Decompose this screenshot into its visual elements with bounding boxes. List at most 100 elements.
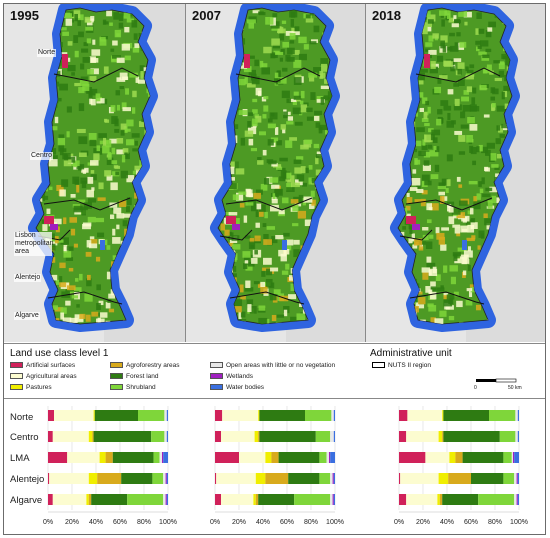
nuts-boundary: [47, 291, 123, 305]
map-panel-2007: 2007: [186, 4, 366, 342]
bar-segment-1995-LMA-2: [99, 452, 106, 463]
bar-segment-2007-Algarve-5: [294, 494, 331, 505]
bar-segment-1995-Centro-8: [166, 431, 168, 442]
bar-segment-1995-LMA-0: [48, 452, 68, 463]
legend-label-1: Agricultural areas: [26, 373, 77, 380]
bar-segment-2018-Alentejo-8: [517, 473, 519, 484]
bar-segment-2018-LMA-0: [399, 452, 426, 463]
bar-segment-2018-Centro-2: [438, 431, 443, 442]
bar-segment-2007-LMA-6: [326, 452, 329, 463]
bar-segment-1995-Algarve-0: [48, 494, 53, 505]
bar-segment-2007-Norte-5: [305, 410, 332, 421]
x-tick-label: 20%: [65, 519, 79, 526]
legend-swatch-1: [10, 373, 23, 379]
bar-segment-1995-Norte-5: [138, 410, 165, 421]
bar-segment-2018-Centro-1: [406, 431, 439, 442]
nuts-boundary: [219, 229, 253, 241]
bar-segment-2018-Centro-3: [442, 431, 444, 442]
bar-segment-2007-LMA-7: [329, 452, 331, 463]
bar-segment-1995-LMA-5: [153, 452, 160, 463]
nuts-boundary: [53, 67, 139, 83]
bar-segment-2018-Centro-6: [515, 431, 518, 442]
bar-segment-2007-LMA-3: [271, 452, 279, 463]
bar-segment-1995-Algarve-5: [127, 494, 164, 505]
bar-segment-1995-Alentejo-7: [165, 473, 167, 484]
x-tick-label: 40%: [256, 519, 270, 526]
nuts-label: NUTS II region: [388, 362, 431, 369]
row-label-alentejo: Alentejo: [10, 474, 45, 485]
chart-2007: 0% 20% 40% 60% 80% 100%: [210, 406, 344, 526]
legend-label-5: Shrubland: [126, 384, 156, 391]
bar-segment-1995-Algarve-7: [165, 494, 167, 505]
bar-segment-1995-Centro-6: [164, 431, 167, 442]
bar-segment-2007-Alentejo-5: [319, 473, 331, 484]
bar-segment-2007-Centro-2: [254, 431, 259, 442]
map-panel-2018: 2018: [366, 4, 545, 342]
legend-swatch-8: [210, 384, 223, 390]
bar-segment-2007-Alentejo-1: [216, 473, 256, 484]
x-tick-label: 100%: [159, 519, 177, 526]
bar-segment-1995-Algarve-4: [91, 494, 128, 505]
region-label-lisbon: Lisbon metropolitan area: [14, 232, 54, 256]
bar-segment-1995-Centro-0: [48, 431, 53, 442]
bar-segment-2018-LMA-7: [513, 452, 515, 463]
legend-label-6: Open areas with little or no vegetation: [226, 362, 336, 369]
stacked-bar-charts: 0% 20% 40% 60% 80% 100% 0% 20% 40% 60% 80% 100% 0% 20…: [43, 406, 528, 526]
bar-segment-1995-Alentejo-5: [152, 473, 164, 484]
bar-segment-2018-Alentejo-5: [503, 473, 515, 484]
nuts-legend-item: NUTS II region: [372, 362, 431, 370]
x-tick-label: 100%: [326, 519, 344, 526]
x-tick-label: 60%: [464, 519, 478, 526]
bar-segment-2018-LMA-8: [514, 452, 519, 463]
legend-swatch-0: [10, 362, 23, 368]
bar-segment-2007-Alentejo-4: [288, 473, 320, 484]
bar-segment-1995-Norte-6: [164, 410, 167, 421]
bar-segment-2018-Algarve-5: [478, 494, 515, 505]
bar-segment-2007-Centro-0: [215, 431, 221, 442]
bar-segment-2007-LMA-8: [330, 452, 335, 463]
nuts-boundary: [229, 291, 305, 305]
bar-segment-2007-Norte-6: [331, 410, 334, 421]
nuts-boundary-swatch: [372, 362, 385, 368]
bar-segment-1995-LMA-1: [67, 452, 100, 463]
x-tick-label: 0%: [394, 519, 404, 526]
x-tick-label: 20%: [232, 519, 246, 526]
legend-item-0: Artificial surfaces: [10, 362, 75, 370]
bar-segment-2018-Algarve-0: [399, 494, 407, 505]
legend-label-4: Forest land: [126, 373, 159, 380]
bar-segment-1995-Algarve-6: [163, 494, 166, 505]
bar-segment-2007-Norte-1: [222, 410, 259, 421]
row-label-lma: LMA: [10, 453, 30, 464]
bar-segment-2007-Alentejo-8: [333, 473, 335, 484]
bar-segment-2018-Algarve-8: [517, 494, 519, 505]
bar-segment-1995-Algarve-8: [166, 494, 168, 505]
portugal-map-2007: [210, 4, 365, 342]
bar-segment-2018-Centro-8: [517, 431, 519, 442]
x-tick-label: 80%: [137, 519, 151, 526]
region-label-centro: Centro: [30, 152, 54, 160]
legend-swatch-4: [110, 373, 123, 379]
portugal-map-2018: [390, 4, 545, 342]
bar-segment-1995-Algarve-2: [86, 494, 89, 505]
legend-label-0: Artificial surfaces: [26, 362, 76, 369]
bar-segment-2018-LMA-6: [511, 452, 513, 463]
bar-segment-2007-Algarve-4: [258, 494, 295, 505]
charts-row: Norte Centro LMA Alentejo Algarve 0% 20% 4…: [4, 400, 545, 534]
x-tick-label: 80%: [304, 519, 318, 526]
bar-segment-2018-Centro-0: [399, 431, 407, 442]
legend-item-6: Open areas with little or no vegetation: [210, 362, 335, 370]
bar-segment-1995-LMA-4: [112, 452, 154, 463]
x-tick-label: 40%: [89, 519, 103, 526]
bar-segment-2007-Centro-8: [333, 431, 335, 442]
bar-segment-1995-Alentejo-2: [88, 473, 98, 484]
x-tick-label: 40%: [440, 519, 454, 526]
bar-segment-2018-Algarve-4: [442, 494, 479, 505]
map-panel-1995: 1995: [4, 4, 186, 342]
bar-segment-1995-LMA-3: [105, 452, 113, 463]
x-tick-label: 60%: [280, 519, 294, 526]
bar-segment-2018-LMA-1: [425, 452, 450, 463]
bar-segment-1995-LMA-8: [163, 452, 168, 463]
legend-swatch-6: [210, 362, 223, 368]
nuts-boundary: [235, 67, 321, 83]
bar-segment-2007-Algarve-0: [215, 494, 221, 505]
